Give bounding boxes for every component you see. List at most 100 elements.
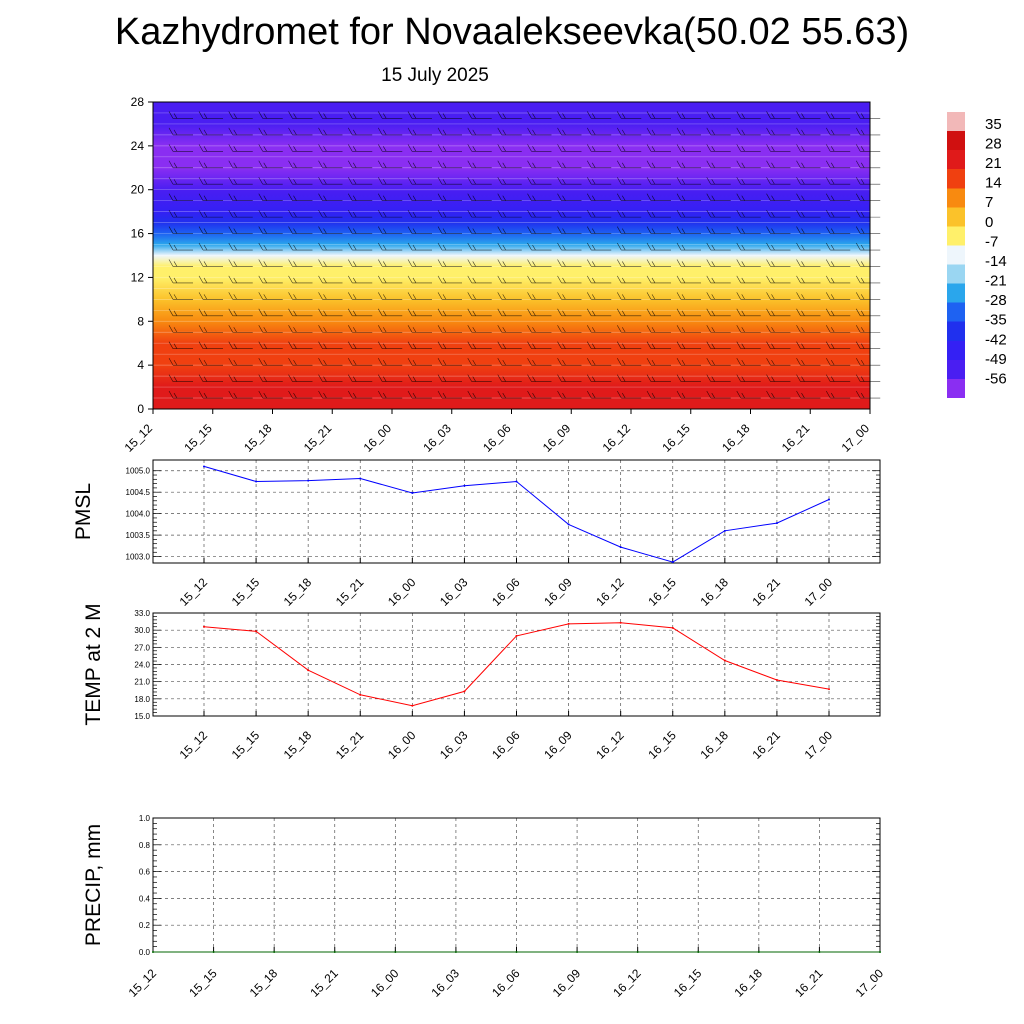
wind-barb [318, 325, 343, 333]
y-tick-label: 0 [137, 402, 144, 416]
wind-barb [467, 341, 492, 349]
wind-barb [288, 226, 313, 234]
colorbar-label: -14 [985, 253, 1007, 270]
y-tick-label: 28 [131, 95, 145, 109]
wind-barb [796, 374, 821, 382]
pmsl-panel: 1003.0 1003.5 1004.0 1004.5 1005.0 15_12 15_15… [72, 459, 881, 609]
x-tick-label: 16_18 [731, 966, 765, 1000]
wind-barb [646, 160, 671, 169]
colorbar-label: 7 [985, 194, 993, 211]
wind-barb [497, 341, 522, 349]
wind-barb [288, 308, 313, 317]
wind-barb [258, 242, 283, 251]
wind-barb [377, 111, 403, 119]
wind-barb [676, 226, 701, 234]
wind-barb [407, 357, 432, 366]
wind-barb [736, 390, 761, 399]
wind-barb [766, 127, 791, 136]
temp-2m-panel: 15.0 18.0 21.0 24.0 27.0 30.0 33.0 15_12 15_15 15… [82, 603, 881, 762]
wind-barb [407, 325, 432, 333]
wind-barb [168, 160, 193, 169]
wind-barb [377, 160, 403, 169]
wind-barb [557, 374, 582, 382]
x-tick-label: 16_21 [750, 575, 784, 609]
y-tick-label: 1004.5 [126, 488, 151, 497]
wind-barb [228, 308, 253, 317]
data-point [576, 951, 579, 953]
wind-barb [736, 325, 761, 333]
x-tick-label: 15_21 [333, 728, 367, 762]
wind-barb [407, 209, 432, 218]
wind-barb [706, 127, 731, 136]
wind-barb [437, 292, 462, 300]
wind-barb [586, 160, 612, 169]
wind-barb [198, 341, 223, 349]
wind-barb [198, 374, 223, 382]
x-tick-label: 16_00 [385, 728, 419, 762]
wind-barb [467, 111, 492, 119]
wind-barb [676, 292, 701, 300]
colorbar-label: 35 [985, 116, 1002, 133]
wind-barb [407, 292, 432, 300]
wind-barb [557, 127, 582, 136]
wind-barb [796, 144, 821, 152]
wind-barb [706, 160, 731, 169]
wind-barb [347, 160, 373, 169]
wind-barb [228, 111, 253, 119]
wind-barb [825, 308, 851, 317]
x-tick-label: 16_12 [593, 575, 627, 609]
wind-barb [616, 292, 642, 300]
wind-barb [646, 390, 671, 399]
wind-barb [228, 357, 253, 366]
x-tick-label: 16_06 [489, 966, 523, 1000]
wind-barb [467, 325, 492, 333]
wind-barb [407, 160, 432, 169]
wind-barb [347, 259, 373, 267]
wind-barb [586, 357, 612, 366]
wind-barb [646, 357, 671, 366]
wind-barb [646, 275, 671, 284]
wind-barb [258, 160, 283, 169]
wind-barb [198, 242, 223, 251]
wind-barb [586, 144, 612, 152]
wind-barb [497, 209, 522, 218]
wind-barb [258, 308, 283, 317]
wind-barb [467, 144, 492, 152]
data-point [411, 704, 414, 707]
wind-barb [557, 193, 582, 201]
data-point [359, 477, 362, 480]
wind-barb [796, 111, 821, 119]
y-tick-label: 0.4 [139, 894, 151, 903]
x-tick-label: 15_12 [122, 421, 156, 455]
wind-barb [766, 357, 791, 366]
data-point [567, 622, 570, 625]
wind-barb [736, 341, 761, 349]
wind-barb [198, 160, 223, 169]
wind-barb [258, 127, 283, 136]
wind-barb [198, 127, 223, 136]
wind-barb [646, 144, 671, 152]
wind-barb [497, 144, 522, 152]
wind-barb [437, 325, 462, 333]
wind-barb [766, 275, 791, 284]
x-tick-label: 16_06 [489, 728, 523, 762]
wind-barb [825, 275, 851, 284]
wind-barb [168, 226, 193, 234]
wind-barb [497, 325, 522, 333]
wind-barb [557, 275, 582, 284]
wind-barb [168, 127, 193, 136]
wind-barb [557, 177, 582, 185]
wind-barb [168, 177, 193, 185]
data-point [203, 465, 205, 468]
wind-barb [676, 111, 701, 119]
wind-barb [318, 160, 343, 169]
x-tick-label: 16_00 [361, 421, 395, 455]
wind-barb [736, 209, 761, 218]
wind-barb [347, 374, 373, 382]
wind-barb [258, 325, 283, 333]
x-tick-label: 15_18 [281, 728, 315, 762]
wind-barb [347, 308, 373, 317]
wind-barb [377, 275, 403, 284]
wind-barb [586, 275, 612, 284]
wind-barb [796, 308, 821, 317]
